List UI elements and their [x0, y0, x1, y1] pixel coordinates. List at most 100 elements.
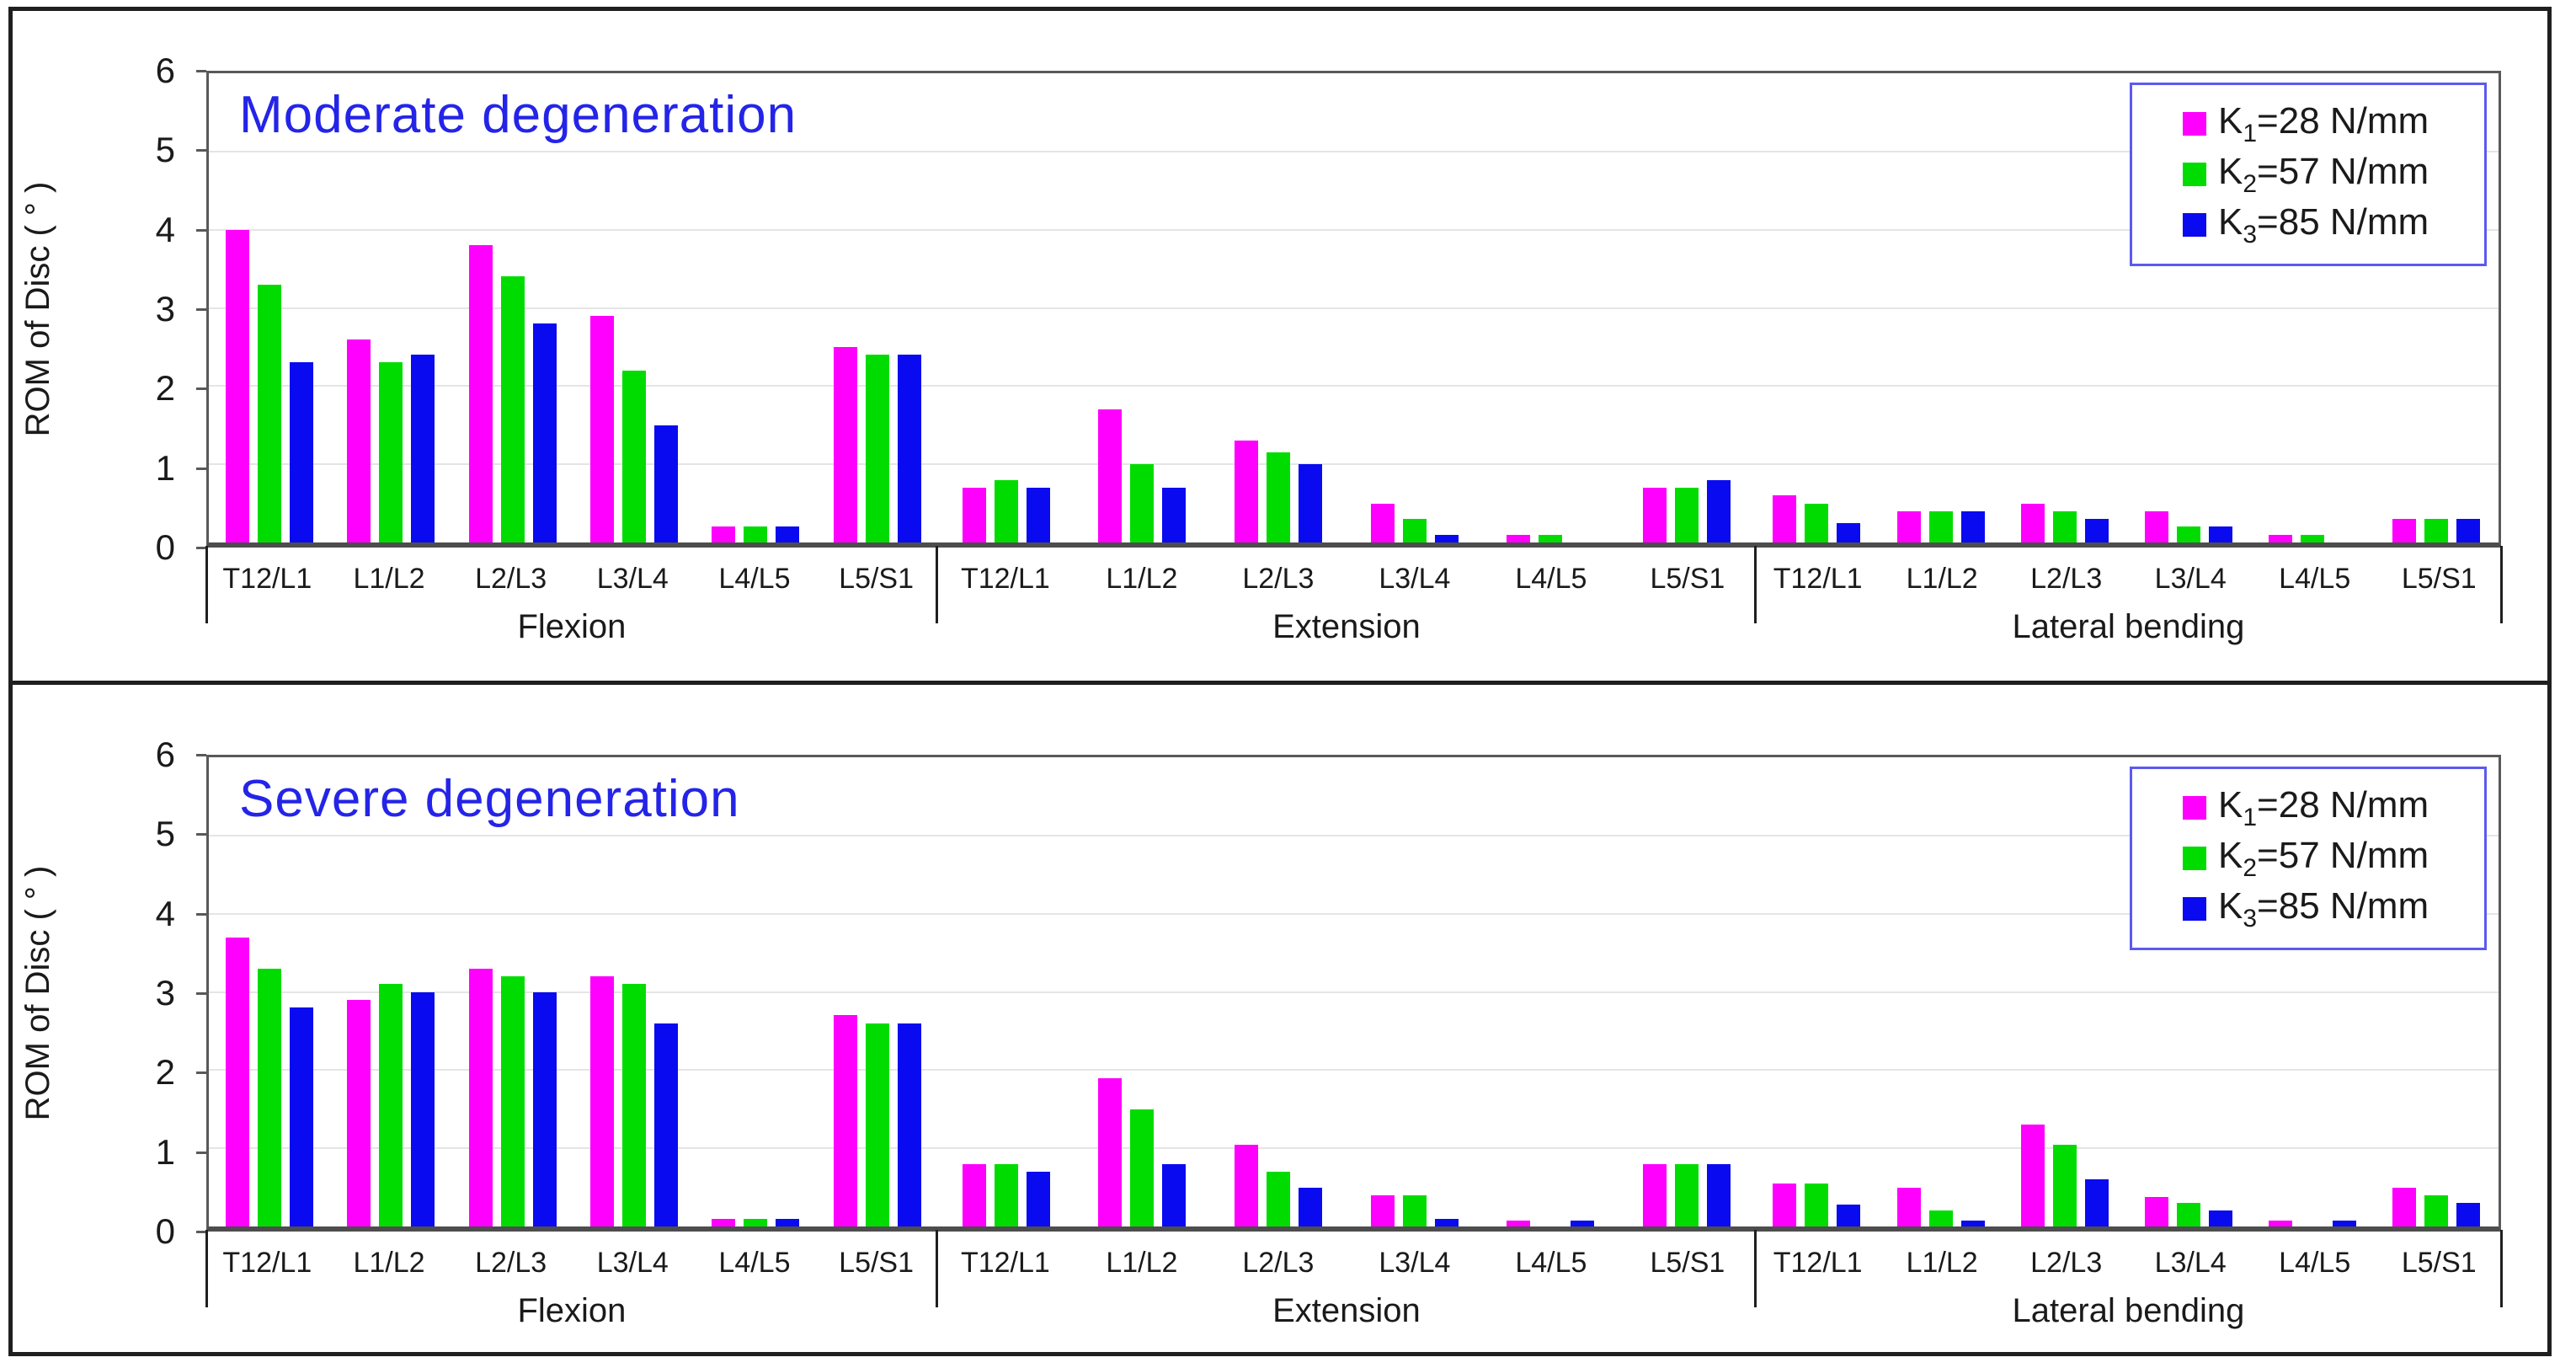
- y-tick-label: 3: [155, 289, 175, 329]
- bar-cell: [330, 73, 451, 542]
- category-label-group: T12/L1 L1/L2 L2/L3 L3/L4 L4/L5 L5/S1: [937, 1247, 1756, 1280]
- gridline: [209, 228, 2499, 231]
- bar: [290, 362, 314, 542]
- category-label: L5/S1: [1650, 563, 1725, 595]
- bar: [226, 229, 250, 542]
- category-label: L1/L2: [353, 563, 425, 595]
- gridline: [209, 463, 2499, 466]
- group-separator: [936, 546, 939, 623]
- bar-cell: [1879, 73, 2003, 542]
- category-label: L3/L4: [596, 563, 669, 595]
- bar: [411, 991, 435, 1226]
- category-label: L2/L3: [475, 563, 547, 595]
- y-tick-label: 4: [155, 209, 175, 249]
- group-label: Lateral bending: [2012, 608, 2245, 645]
- y-tick-mark: [196, 833, 206, 836]
- y-tick-mark: [196, 754, 206, 756]
- group-labels: Flexion Extension Lateral bending: [206, 1292, 2501, 1330]
- bar: [1643, 1163, 1667, 1226]
- group-separator: [1754, 546, 1757, 623]
- bar: [411, 355, 435, 542]
- category-label: L5/S1: [1650, 1247, 1725, 1279]
- bar-cell: [573, 73, 695, 542]
- bar: [590, 315, 615, 542]
- bar: [347, 339, 371, 542]
- bar: [1130, 1109, 1155, 1226]
- y-tick-mark: [196, 1151, 206, 1154]
- legend-row: K2=57 N/mm: [2183, 149, 2476, 200]
- category-label: L3/L4: [1379, 563, 1451, 595]
- y-tick-label: 0: [155, 1211, 175, 1251]
- bar: [776, 1218, 800, 1226]
- bar: [1026, 1172, 1050, 1226]
- bar: [500, 975, 525, 1226]
- group-label: Flexion: [517, 608, 627, 645]
- bar-cell: [1075, 73, 1211, 542]
- category-label: L2/L3: [1242, 563, 1315, 595]
- y-tick-mark: [196, 228, 206, 232]
- bar: [1539, 534, 1563, 542]
- bar-group-flexion: [209, 73, 938, 542]
- bar-cell: [573, 757, 695, 1226]
- bar: [2209, 526, 2233, 542]
- category-label: L2/L3: [2030, 563, 2103, 595]
- y-tick-label: 2: [155, 1052, 175, 1093]
- bar: [994, 479, 1018, 542]
- bar: [744, 526, 768, 542]
- bar: [1130, 464, 1155, 542]
- legend-swatch: [2183, 163, 2206, 186]
- bar: [2020, 1125, 2045, 1226]
- category-label: T12/L1: [1773, 1247, 1863, 1279]
- category-label-group: T12/L1 L1/L2 L2/L3 L3/L4 L4/L5 L5/S1: [937, 563, 1756, 596]
- bar: [590, 975, 615, 1226]
- bar-cell: [1619, 73, 1755, 542]
- bar-cell: [695, 757, 816, 1226]
- group-separator: [205, 1230, 208, 1307]
- bar: [1162, 488, 1187, 542]
- category-label: L2/L3: [1242, 1247, 1315, 1279]
- group-label: Extension: [1272, 1292, 1421, 1329]
- panel-divider: [8, 681, 2552, 685]
- legend-row: K1=28 N/mm: [2183, 783, 2476, 833]
- bar-group-flexion: [209, 757, 938, 1226]
- bar-cell: [1075, 757, 1211, 1226]
- bars-layer: [209, 757, 2499, 1226]
- legend-label: K2=57 N/mm: [2218, 834, 2429, 882]
- category-labels: T12/L1 L1/L2 L2/L3 L3/L4 L4/L5 L5/S1 T12/L1 L1/…: [206, 563, 2501, 596]
- bars-layer: [209, 73, 2499, 542]
- bar: [500, 276, 525, 542]
- bar-cell: [452, 757, 573, 1226]
- bar: [2424, 1194, 2449, 1226]
- bar: [1299, 1187, 1323, 1226]
- bar: [1267, 452, 1291, 542]
- legend-label: K2=57 N/mm: [2218, 150, 2429, 198]
- bar: [654, 1023, 679, 1226]
- bar: [1675, 488, 1699, 542]
- bar: [622, 370, 647, 542]
- legend: K1=28 N/mm K2=57 N/mm K3=85 N/mm: [2130, 767, 2487, 950]
- bar: [2084, 1179, 2109, 1226]
- bar: [833, 1015, 857, 1226]
- bar: [2052, 1144, 2077, 1226]
- category-label: L1/L2: [1906, 1247, 1978, 1279]
- group-label: Flexion: [517, 1292, 627, 1329]
- bar: [1507, 534, 1531, 542]
- bar: [468, 968, 493, 1226]
- category-label: L3/L4: [596, 1247, 669, 1279]
- bar: [1571, 1220, 1595, 1226]
- category-label: L5/S1: [839, 1247, 915, 1279]
- bar-cell: [1210, 757, 1347, 1226]
- group-labels: Flexion Extension Lateral bending: [206, 608, 2501, 646]
- category-label: T12/L1: [960, 1247, 1050, 1279]
- bar-cell: [1619, 757, 1755, 1226]
- bar-cell: [1755, 73, 1879, 542]
- category-label-group: T12/L1 L1/L2 L2/L3 L3/L4 L4/L5 L5/S1: [206, 1247, 937, 1280]
- plot-area: Moderate degeneration K1=28 N/mm K2=57 N/…: [206, 71, 2501, 548]
- legend-label: K1=28 N/mm: [2218, 783, 2429, 831]
- bar: [2301, 534, 2325, 542]
- bar-cell: [2003, 757, 2126, 1226]
- bar: [1098, 1077, 1123, 1226]
- bar-cell: [1347, 73, 1483, 542]
- bar: [994, 1163, 1018, 1226]
